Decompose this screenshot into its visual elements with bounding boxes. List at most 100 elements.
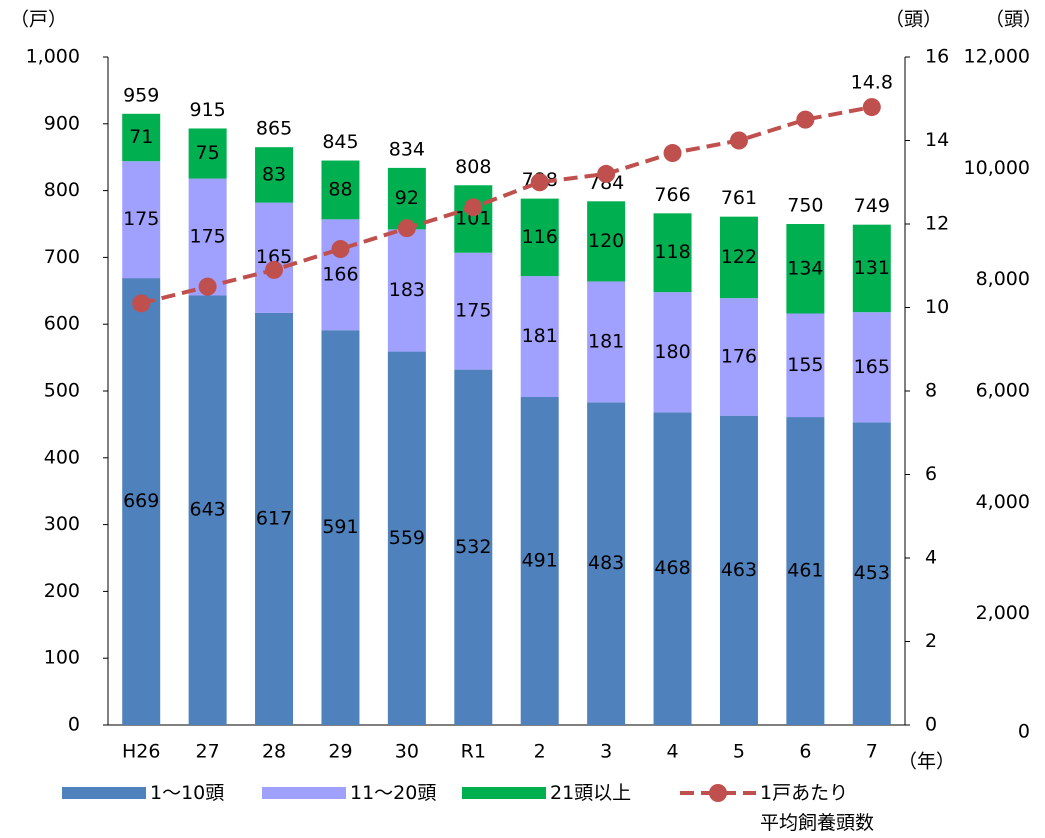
- line-marker: [198, 277, 217, 296]
- segment-label: 122: [721, 246, 757, 268]
- legend-swatch: [262, 787, 346, 799]
- bar-segment: [786, 224, 825, 314]
- line-marker: [597, 164, 616, 183]
- line-marker: [862, 98, 881, 117]
- bar-segment: [454, 185, 493, 253]
- bar-segment: [255, 147, 294, 203]
- x-tick-label: 2: [534, 741, 546, 763]
- bar-segment: [653, 292, 692, 413]
- bar-segment: [188, 128, 227, 179]
- bar-segment: [321, 160, 360, 220]
- segment-label: 181: [522, 325, 558, 347]
- legend-marker: [709, 784, 727, 802]
- segment-label: 116: [522, 226, 558, 248]
- x-tick-label: 29: [328, 741, 352, 763]
- y-tick-label: 100: [44, 647, 80, 669]
- segment-label: 483: [588, 552, 624, 574]
- line-marker: [530, 173, 549, 192]
- x-tick-label: 4: [666, 741, 678, 763]
- segment-label: 669: [123, 490, 159, 512]
- segment-label: 491: [522, 550, 558, 572]
- bar-segment: [786, 313, 825, 418]
- legend-label: 21頭以上: [550, 782, 632, 804]
- bar-segment: [387, 351, 426, 725]
- x-tick-label: 7: [866, 741, 878, 763]
- bar-segment: [852, 422, 891, 725]
- line: [140, 105, 873, 306]
- segment-label: 88: [328, 178, 352, 200]
- bar-segment: [387, 167, 426, 230]
- x-tick-label: 5: [733, 741, 745, 763]
- segment-label: 617: [256, 507, 292, 529]
- y-tick-label: 300: [44, 513, 80, 535]
- bar-segment: [786, 417, 825, 725]
- segment-label: 181: [588, 330, 624, 352]
- segment-label: 175: [189, 226, 225, 248]
- y2-tick-label: 2: [925, 630, 937, 652]
- segment-label: 591: [322, 516, 358, 538]
- y2-tick-label: 4: [925, 547, 937, 569]
- bar-segment: [188, 178, 227, 296]
- bar-segment: [587, 402, 626, 725]
- bar-segment: [454, 369, 493, 725]
- segment-label: 453: [854, 562, 890, 584]
- segment-label: 155: [787, 354, 823, 376]
- x-tick-label: H26: [122, 741, 160, 763]
- total-label: 845: [322, 131, 358, 153]
- segment-label: 75: [196, 142, 220, 164]
- y2-axis-label: （頭）: [885, 9, 942, 31]
- bar-segment: [122, 113, 161, 162]
- bar-segment: [852, 312, 891, 423]
- y2-tick-label: 10: [925, 296, 949, 318]
- x-tick-label: 6: [799, 741, 811, 763]
- y-tick-label: 700: [44, 246, 80, 268]
- total-label: 750: [787, 195, 823, 217]
- segment-label: 101: [455, 207, 491, 229]
- segment-label: 461: [787, 560, 823, 582]
- segment-label: 175: [455, 300, 491, 322]
- y3-tick-label: 8,000: [976, 268, 1030, 290]
- segment-label: 131: [854, 257, 890, 279]
- bar-segment: [719, 298, 758, 416]
- segment-label: 183: [389, 279, 425, 301]
- total-label: 915: [189, 99, 225, 121]
- legend-label: 11～20頭: [350, 782, 437, 804]
- bar-segment: [387, 229, 426, 352]
- total-label: 761: [721, 187, 757, 209]
- y2-tick-label: 6: [925, 463, 937, 485]
- y2-tick-label: 14: [925, 129, 949, 151]
- segment-label: 175: [123, 208, 159, 230]
- segment-label: 166: [322, 263, 358, 285]
- y3-tick-label: 0: [1018, 721, 1030, 743]
- total-label: 834: [389, 138, 425, 160]
- y-tick-label: 900: [44, 112, 80, 134]
- legend-swatch: [62, 787, 146, 799]
- bar-segment: [587, 281, 626, 403]
- x-axis-label: （年）: [898, 751, 955, 773]
- segment-label: 463: [721, 559, 757, 581]
- legend-swatch: [462, 787, 546, 799]
- line-marker: [397, 219, 416, 238]
- y3-tick-label: 6,000: [976, 380, 1030, 402]
- bar-segment: [520, 198, 559, 277]
- segment-label: 83: [262, 163, 286, 185]
- total-label: 959: [123, 84, 159, 106]
- line-marker: [331, 240, 350, 259]
- segment-label: 71: [129, 126, 153, 148]
- y-tick-label: 1,000: [26, 46, 80, 68]
- segment-label: 559: [389, 527, 425, 549]
- bar-segment: [520, 397, 559, 725]
- x-tick-label: 30: [395, 741, 419, 763]
- bar-segment: [454, 252, 493, 370]
- line-marker: [464, 198, 483, 217]
- line-label: 14.8: [851, 72, 893, 94]
- x-tick-label: 27: [196, 741, 220, 763]
- bar-segment: [321, 330, 360, 725]
- bar-segment: [852, 224, 891, 313]
- segment-label: 165: [854, 356, 890, 378]
- bar-segment: [520, 276, 559, 398]
- line-marker: [265, 260, 284, 279]
- segment-label: 643: [189, 499, 225, 521]
- segment-label: 532: [455, 536, 491, 558]
- y2-tick-label: 0: [925, 714, 937, 736]
